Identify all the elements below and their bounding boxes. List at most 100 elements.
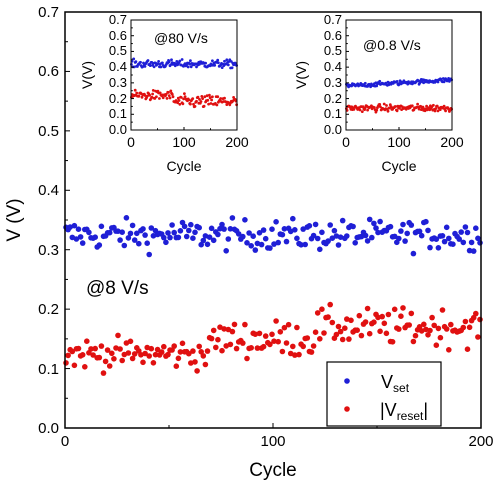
main-point-reset (233, 345, 240, 352)
inset-80-ticks (130, 19, 238, 131)
main-point-set (196, 224, 202, 231)
main-point-reset (381, 320, 388, 327)
main-point-set (163, 239, 169, 246)
main-point-set (86, 229, 92, 236)
main-point-reset (221, 326, 227, 332)
inset-08-point-reset (358, 108, 362, 112)
main-point-reset (119, 357, 125, 364)
main-point-reset (460, 324, 467, 331)
inset-08-point-reset (360, 110, 364, 113)
main-point-set (310, 232, 317, 239)
inset-80-point-set (169, 63, 173, 66)
main-point-reset (285, 321, 292, 328)
main-point-reset (79, 352, 86, 358)
inset-08-y-axis-label: V(V) (293, 61, 309, 89)
main-point-reset (154, 346, 161, 353)
main-point-reset (310, 343, 317, 349)
main-point-reset (466, 324, 473, 331)
main-point-reset (408, 310, 415, 317)
main-point-reset (304, 335, 311, 341)
inset-80-y-tick-7: 0.7 (109, 12, 127, 27)
inset-80-point-set (132, 57, 136, 61)
inset-80-point-reset (219, 97, 223, 100)
inset-80-point-set (152, 65, 156, 69)
main-point-set (169, 222, 175, 228)
main-point-reset (379, 313, 386, 320)
main-point-set (314, 235, 321, 242)
main-point-set (366, 216, 373, 223)
inset-80-point-set (139, 60, 142, 64)
main-point-set (92, 234, 98, 240)
inset-08-point-reset (416, 102, 419, 106)
main-point-reset (190, 348, 196, 354)
legend-reset-sub: reset (397, 409, 424, 423)
main-point-reset (210, 327, 217, 334)
main-point-set (242, 217, 248, 223)
main-point-reset (227, 341, 234, 348)
main-point-reset (319, 306, 325, 313)
inset-80-point-reset (201, 97, 205, 100)
inset-80-point-set (188, 62, 192, 66)
main-y-tick-4: 0.4 (38, 182, 59, 199)
main-point-set (373, 225, 379, 231)
main-point-reset (398, 313, 404, 320)
inset-08-point-reset (366, 108, 369, 112)
main-point-reset (260, 343, 267, 350)
inset-08-x-axis-label: Cycle (381, 158, 416, 174)
main-point-set (117, 237, 123, 243)
inset-80-point-reset (158, 97, 161, 100)
inset-08-y-tick-7: 0.7 (324, 12, 342, 27)
inset-08-point-reset (410, 104, 414, 108)
inset-80-point-reset (209, 102, 213, 105)
main-point-set (312, 221, 319, 228)
main-point-set (398, 228, 404, 234)
main-point-set (71, 222, 78, 229)
main-point-set (271, 241, 277, 247)
inset-80-point-reset (133, 88, 137, 92)
main-point-set (416, 228, 423, 235)
inset-80-point-reset (192, 102, 195, 106)
main-point-reset (171, 343, 177, 349)
main-point-reset (317, 336, 323, 342)
main-point-set (458, 229, 465, 235)
main-point-reset (63, 360, 69, 366)
main-point-set (217, 225, 223, 232)
main-point-reset (131, 351, 138, 357)
main-point-set (148, 225, 155, 231)
inset-80-point-reset (198, 98, 201, 101)
main-point-set (219, 221, 225, 228)
inset-80-x-tick-1: 100 (172, 134, 196, 150)
main-point-reset (100, 370, 107, 376)
inset-80-point-reset (183, 92, 186, 95)
inset-08-point-reset (419, 104, 422, 108)
main-point-reset (92, 345, 98, 352)
main-point-reset (125, 350, 132, 356)
main-point-reset (215, 336, 221, 343)
main-point-set (215, 231, 221, 238)
main-point-set (466, 247, 473, 254)
inset-80-point-set (136, 65, 139, 68)
inset-08-point-reset (435, 104, 439, 108)
legend-box (326, 361, 442, 427)
main-point-set (221, 226, 227, 232)
main-point-set (183, 233, 190, 240)
legend-marker-reset (344, 406, 350, 412)
inset-08-point-reset (386, 109, 390, 113)
inset-80-point-set (159, 65, 163, 69)
main-point-reset (196, 343, 202, 350)
inset-80-point-reset (216, 95, 220, 99)
inset-80-points (130, 57, 239, 109)
inset-80-point-set (225, 58, 229, 62)
main-point-reset (69, 348, 76, 355)
main-point-reset (109, 350, 115, 357)
main-point-reset (71, 362, 78, 369)
main-point-set (206, 234, 213, 240)
legend-marker-set (344, 378, 350, 384)
inset-80-point-reset (210, 98, 214, 102)
main-point-reset (410, 338, 417, 345)
main-point-set (267, 245, 273, 251)
main-y-tick-3: 0.3 (38, 242, 59, 259)
inset-80-point-set (170, 58, 173, 62)
main-point-reset (383, 330, 390, 337)
